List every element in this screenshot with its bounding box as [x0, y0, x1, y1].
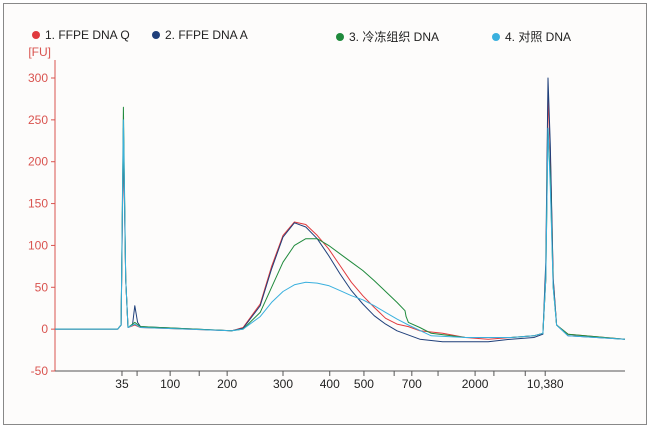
y-tick-label: 150	[28, 197, 48, 211]
series-line-4	[55, 119, 626, 340]
y-tick-label: -50	[31, 364, 49, 378]
series-line-1	[55, 94, 626, 340]
legend-item-4: 4. 对照 DNA	[492, 28, 571, 45]
y-tick-label: 200	[28, 155, 48, 169]
x-tick-label: 200	[217, 377, 237, 391]
legend-marker	[152, 31, 160, 39]
legend-item-1: 1. FFPE DNA Q	[32, 28, 130, 42]
x-tick-label: 10,380	[527, 377, 564, 391]
legend-label: 1. FFPE DNA Q	[45, 28, 130, 42]
series-line-2	[55, 77, 626, 343]
legend-marker	[492, 32, 500, 41]
legend-item-3: 3. 冷冻组织 DNA	[336, 28, 439, 45]
legend-marker	[32, 31, 40, 39]
series-line-3	[55, 106, 626, 340]
legend-label: 3. 冷冻组织 DNA	[349, 30, 440, 44]
x-tick-label: 400	[320, 377, 340, 391]
legend-label: 4. 对照 DNA	[505, 30, 572, 44]
x-tick-label: 2000	[462, 377, 489, 391]
legend-marker	[336, 32, 344, 41]
x-tick-label: 35	[115, 377, 129, 391]
x-tick-label: 500	[354, 377, 374, 391]
y-tick-label: 300	[28, 71, 48, 85]
y-tick-label: 0	[41, 322, 48, 336]
legend-label: 2. FFPE DNA A	[165, 28, 248, 42]
chart-frame	[3, 3, 647, 425]
legend-item-2: 2. FFPE DNA A	[152, 28, 248, 42]
y-tick-label: 250	[28, 113, 48, 127]
x-tick-label: 300	[273, 377, 293, 391]
y-tick-label: 50	[35, 280, 49, 294]
x-tick-label: 700	[402, 377, 422, 391]
x-tick-label: 100	[160, 377, 180, 391]
y-axis-label: [FU]	[28, 45, 51, 59]
y-tick-label: 100	[28, 238, 48, 252]
